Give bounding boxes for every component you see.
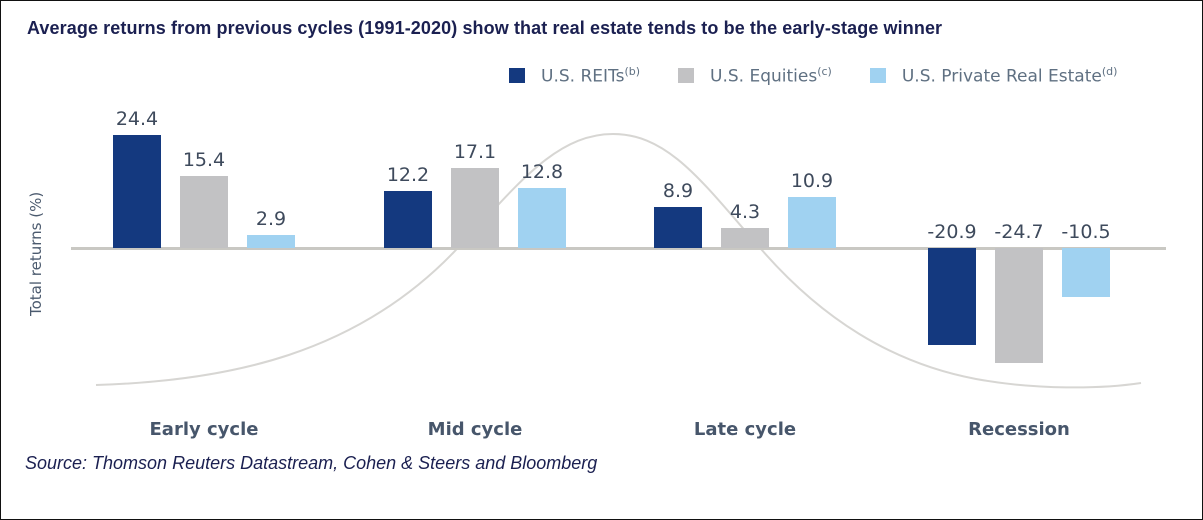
category-label-mid-cycle: Mid cycle — [427, 419, 523, 440]
chart-title: Average returns from previous cycles (19… — [27, 18, 943, 38]
legend-label: U.S. Private Real Estate(d) — [901, 65, 1118, 87]
legend-swatch-u-s-reits — [509, 68, 525, 84]
bar-u-s-reits-late-cycle — [654, 206, 702, 248]
bar-u-s-equities-early-cycle — [180, 176, 228, 248]
category-label-recession: Recession — [968, 419, 1070, 440]
category-label-early-cycle: Early cycle — [149, 419, 259, 440]
legend-footnote-marker: (b) — [624, 65, 641, 78]
legend-swatch-u-s-private-real-estate — [869, 68, 886, 84]
bar-value-label: 15.4 — [182, 149, 226, 172]
legend-footnote-marker: (d) — [1101, 65, 1118, 78]
bar-u-s-reits-mid-cycle — [384, 191, 432, 248]
zero-axis — [71, 247, 1166, 250]
bar-u-s-private-real-estate-late-cycle — [788, 197, 836, 248]
bar-u-s-equities-recession — [995, 248, 1043, 363]
bar-u-s-reits-early-cycle — [113, 134, 161, 248]
bar-value-label: 12.2 — [386, 164, 430, 187]
legend: U.S. REITs(b) U.S. Equities(c) U.S. Privat… — [509, 65, 1117, 87]
legend-label: U.S. REITs(b) — [541, 65, 641, 87]
bar-value-label: 2.9 — [255, 207, 287, 230]
legend-label: U.S. Equities(c) — [710, 65, 832, 87]
bar-u-s-private-real-estate-mid-cycle — [518, 188, 566, 248]
legend-item-u-s-private-real-estate: U.S. Private Real Estate(d) — [869, 65, 1118, 87]
legend-footnote-marker: (c) — [817, 65, 832, 78]
bar-u-s-private-real-estate-early-cycle — [247, 234, 295, 248]
bar-value-label: -10.5 — [1061, 221, 1111, 243]
bar-value-label: 12.8 — [520, 161, 564, 184]
legend-swatch-u-s-equities — [678, 68, 695, 84]
bar-value-label: -20.9 — [927, 221, 977, 243]
bar-value-label: 4.3 — [729, 201, 761, 223]
economic-cycle-curve — [95, 132, 1142, 389]
category-label-late-cycle: Late cycle — [693, 419, 797, 440]
bar-u-s-equities-mid-cycle — [451, 168, 499, 248]
bar-value-label: 8.9 — [662, 179, 694, 202]
bar-value-label: 17.1 — [453, 141, 497, 164]
bar-u-s-equities-late-cycle — [721, 228, 769, 248]
legend-item-u-s-reits: U.S. REITs(b) — [509, 65, 640, 87]
bar-value-label: -24.7 — [994, 221, 1044, 243]
source-note: Source: Thomson Reuters Datastream, Cohe… — [25, 453, 598, 473]
bar-u-s-reits-recession — [928, 248, 976, 346]
bar-value-label: 24.4 — [115, 107, 159, 130]
legend-item-u-s-equities: U.S. Equities(c) — [678, 65, 832, 87]
y-axis-label: Total returns (%) — [27, 191, 45, 316]
bar-u-s-private-real-estate-recession — [1062, 248, 1110, 297]
bar-value-label: 10.9 — [790, 170, 834, 193]
chart-area: Total returns (%) 24.4 15.4 2.9 Early cycle… — [1, 101, 1202, 461]
